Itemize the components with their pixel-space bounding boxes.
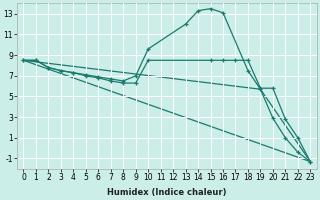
X-axis label: Humidex (Indice chaleur): Humidex (Indice chaleur) [107,188,227,197]
